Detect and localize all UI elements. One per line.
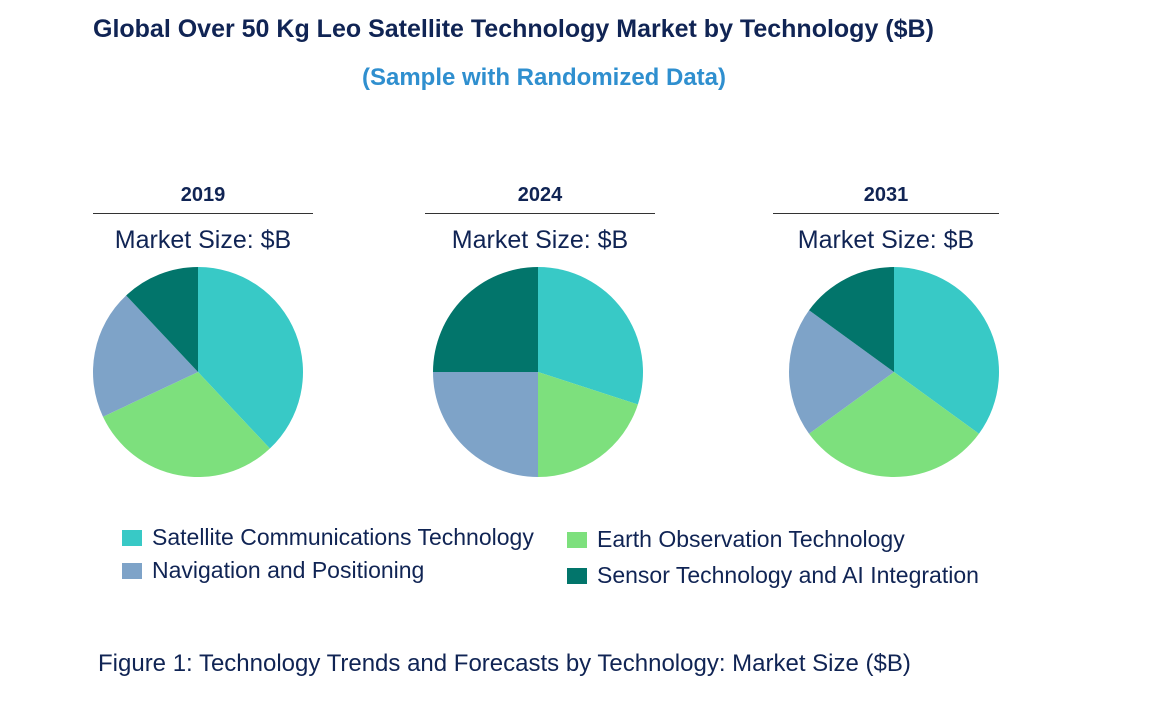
- pie-slice-2024-earth-observation: [538, 372, 638, 477]
- pie-year-label: 2019: [93, 180, 313, 214]
- legend-item-satellite-communications: Satellite Communications Technology: [122, 524, 534, 551]
- legend-item-sensor-ai: Sensor Technology and AI Integration: [567, 562, 979, 589]
- pie-year-label: 2031: [773, 180, 999, 214]
- pie-market-size-label: Market Size: $B: [114, 226, 292, 254]
- pie-slice-2019-earth-observation: [102, 372, 270, 478]
- pie-slice-2019-satellite-communications: [198, 267, 304, 449]
- pie-chart-2024: [433, 267, 644, 477]
- legend-label: Navigation and Positioning: [152, 557, 425, 583]
- pie-year-label: 2024: [425, 180, 655, 214]
- legend-swatch: [567, 567, 587, 584]
- legend-item-navigation-positioning: Navigation and Positioning: [122, 557, 424, 584]
- figure-caption: Figure 1: Technology Trends and Forecast…: [98, 650, 911, 677]
- pie-slice-2019-sensor-ai: [126, 267, 198, 372]
- pie-slice-2031-sensor-ai: [809, 267, 894, 372]
- legend-label: Earth Observation Technology: [597, 526, 905, 552]
- legend-swatch: [567, 531, 587, 548]
- pie-slice-2024-satellite-communications: [538, 267, 644, 405]
- chart-subtitle: (Sample with Randomized Data): [361, 64, 727, 91]
- pie-block-2031: 2031 Market Size: $B: [773, 180, 999, 254]
- pie-market-size-label: Market Size: $B: [451, 226, 629, 254]
- pie-chart-2019: [92, 267, 304, 478]
- pie-slice-2024-sensor-ai: [433, 267, 538, 372]
- legend-swatch: [122, 529, 142, 546]
- legend-swatch: [122, 562, 142, 579]
- chart-title: Global Over 50 Kg Leo Satellite Technolo…: [93, 15, 934, 43]
- pie-slice-2031-navigation-positioning: [788, 310, 894, 434]
- pie-slice-2024-navigation-positioning: [433, 372, 538, 477]
- pie-chart-2031: [788, 267, 1000, 478]
- pie-block-2019: 2019 Market Size: $B: [93, 180, 313, 254]
- pie-block-2024: 2024 Market Size: $B: [425, 180, 655, 254]
- legend-item-earth-observation: Earth Observation Technology: [567, 526, 905, 553]
- legend-label: Satellite Communications Technology: [152, 524, 534, 550]
- pie-slice-2031-satellite-communications: [894, 267, 1000, 434]
- pie-market-size-label: Market Size: $B: [797, 226, 975, 254]
- legend-label: Sensor Technology and AI Integration: [597, 562, 979, 588]
- pie-slice-2031-earth-observation: [809, 372, 979, 478]
- pie-slice-2019-navigation-positioning: [92, 295, 198, 417]
